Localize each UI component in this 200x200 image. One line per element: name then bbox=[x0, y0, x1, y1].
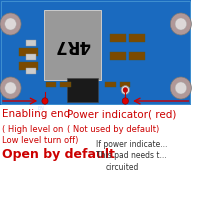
Circle shape bbox=[121, 86, 130, 94]
Bar bbox=[110, 34, 126, 42]
Text: Enabling end: Enabling end bbox=[2, 109, 70, 119]
Bar bbox=[60, 82, 71, 87]
Circle shape bbox=[42, 98, 48, 104]
Bar bbox=[105, 82, 116, 87]
Bar bbox=[67, 78, 98, 102]
Circle shape bbox=[175, 18, 187, 30]
Bar bbox=[1, 1, 190, 104]
Text: ( High level on: ( High level on bbox=[2, 125, 63, 134]
Circle shape bbox=[170, 13, 191, 35]
Circle shape bbox=[0, 13, 21, 35]
Circle shape bbox=[122, 98, 128, 104]
Bar bbox=[26, 68, 36, 74]
Bar bbox=[44, 10, 101, 80]
Circle shape bbox=[5, 18, 16, 30]
Bar bbox=[19, 62, 38, 70]
Circle shape bbox=[175, 82, 187, 94]
Bar bbox=[26, 40, 36, 46]
Bar bbox=[129, 52, 145, 60]
Circle shape bbox=[5, 82, 16, 94]
Text: +: + bbox=[173, 156, 180, 164]
Bar bbox=[129, 34, 145, 42]
Text: Power indicator( red): Power indicator( red) bbox=[67, 109, 176, 119]
Circle shape bbox=[170, 77, 191, 99]
Circle shape bbox=[0, 77, 21, 99]
Text: If power indicate...: If power indicate... bbox=[96, 140, 167, 149]
Text: EN: EN bbox=[38, 106, 45, 112]
Circle shape bbox=[123, 88, 128, 92]
Bar bbox=[120, 82, 130, 87]
Bar bbox=[26, 54, 36, 60]
Bar bbox=[110, 52, 126, 60]
Text: ( Not used by default): ( Not used by default) bbox=[67, 125, 159, 134]
Text: Open by default: Open by default bbox=[2, 148, 115, 161]
Text: Low level turn off): Low level turn off) bbox=[2, 136, 78, 145]
Text: This pad needs t...: This pad needs t... bbox=[96, 151, 166, 160]
Text: circuited: circuited bbox=[105, 163, 139, 172]
Bar bbox=[0, 0, 191, 105]
Bar bbox=[46, 82, 56, 87]
Bar bbox=[19, 48, 38, 56]
Text: -: - bbox=[174, 127, 178, 137]
Text: 4R7: 4R7 bbox=[55, 36, 91, 54]
